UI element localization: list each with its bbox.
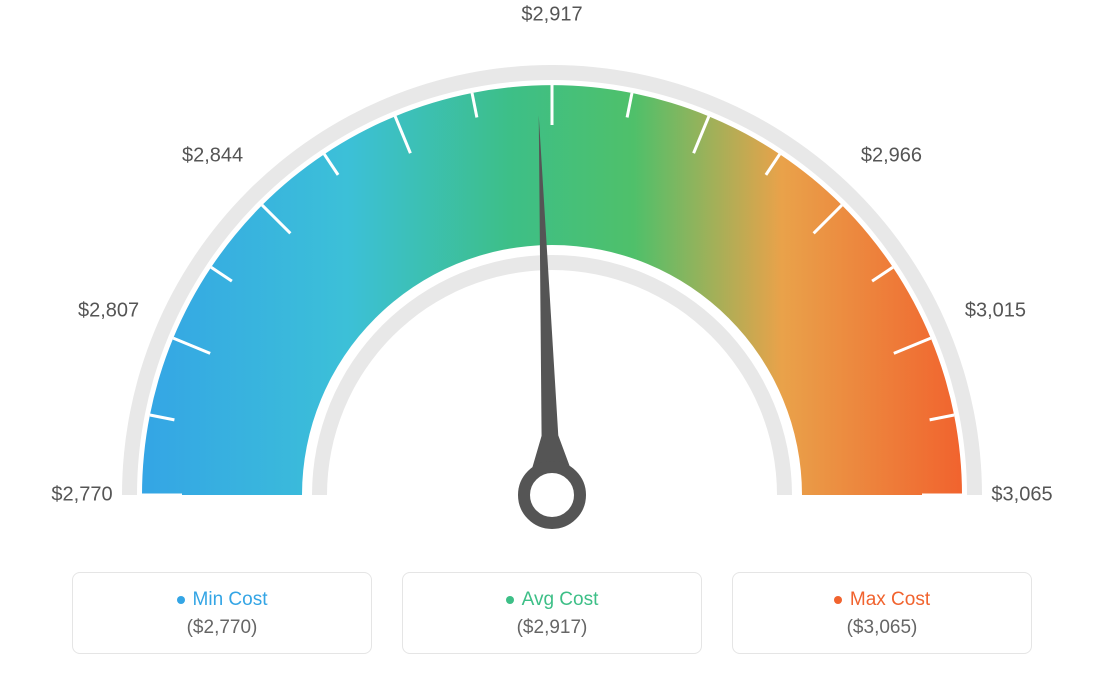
dot-icon xyxy=(506,596,514,604)
gauge-svg xyxy=(0,0,1104,540)
legend-label: Avg Cost xyxy=(522,589,599,611)
gauge-tick-label: $3,065 xyxy=(991,484,1052,507)
dot-icon xyxy=(834,596,842,604)
legend-title-max: Max Cost xyxy=(834,589,930,611)
legend-card-min: Min Cost ($2,770) xyxy=(72,572,372,654)
gauge-tick-label: $2,770 xyxy=(51,484,112,507)
legend: Min Cost ($2,770) Avg Cost ($2,917) Max … xyxy=(72,572,1032,654)
legend-label: Max Cost xyxy=(850,589,930,611)
gauge-tick-label: $2,807 xyxy=(78,300,139,323)
legend-label: Min Cost xyxy=(193,589,268,611)
legend-value: ($2,917) xyxy=(403,617,701,639)
legend-card-avg: Avg Cost ($2,917) xyxy=(402,572,702,654)
cost-gauge-chart: $2,770 $2,807 $2,844 $2,917 $2,966 $3,015 $3,0… xyxy=(0,0,1104,690)
gauge-tick-label: $2,844 xyxy=(182,144,243,167)
legend-title-min: Min Cost xyxy=(177,589,268,611)
legend-card-max: Max Cost ($3,065) xyxy=(732,572,1032,654)
gauge-area: $2,770 $2,807 $2,844 $2,917 $2,966 $3,015 $3,0… xyxy=(0,0,1104,540)
legend-title-avg: Avg Cost xyxy=(506,589,599,611)
legend-value: ($3,065) xyxy=(733,617,1031,639)
gauge-tick-label: $2,917 xyxy=(521,4,582,27)
gauge-tick-label: $2,966 xyxy=(861,144,922,167)
legend-value: ($2,770) xyxy=(73,617,371,639)
gauge-tick-label: $3,015 xyxy=(965,300,1026,323)
dot-icon xyxy=(177,596,185,604)
